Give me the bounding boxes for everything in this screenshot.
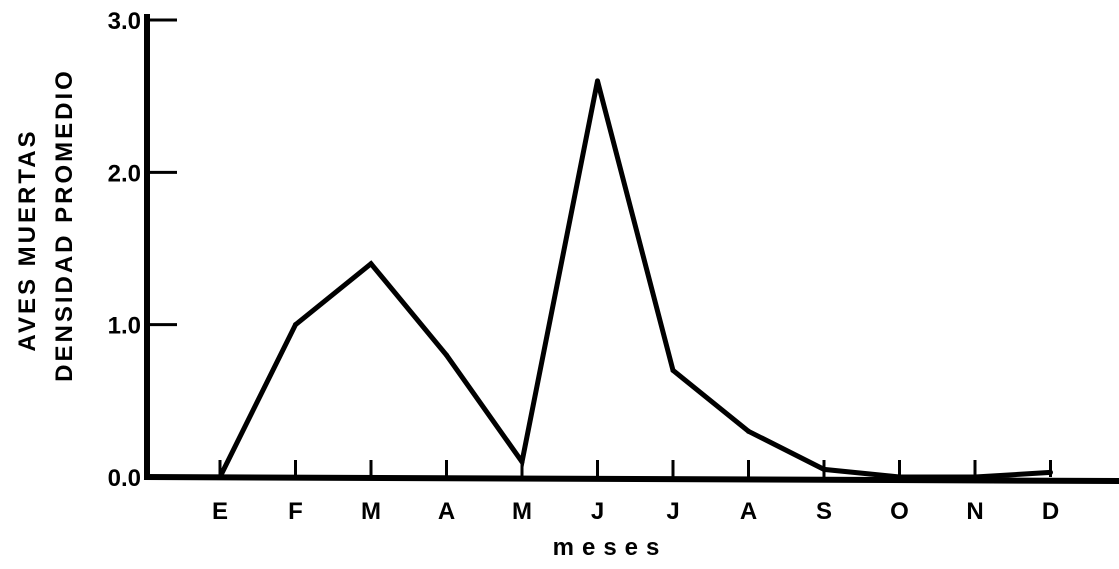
x-tick-label: J bbox=[591, 498, 604, 525]
x-tick-label: E bbox=[212, 498, 228, 525]
y-axis-ticks: 0.0 1.0 2.0 3.0 bbox=[108, 8, 177, 492]
x-tick-label: S bbox=[816, 498, 832, 525]
series-line bbox=[217, 80, 1051, 480]
data-point bbox=[746, 428, 751, 434]
data-point bbox=[519, 459, 525, 465]
x-tick-label: M bbox=[512, 498, 532, 525]
x-tick-label: O bbox=[890, 498, 909, 525]
data-point bbox=[444, 352, 449, 358]
x-axis-title: meses bbox=[553, 534, 668, 561]
x-axis-line bbox=[143, 474, 1119, 484]
y-tick-label: 3.0 bbox=[108, 8, 141, 35]
data-point bbox=[670, 367, 676, 373]
data-point bbox=[368, 261, 374, 267]
x-tick-label: A bbox=[438, 498, 455, 525]
x-tick-label: N bbox=[966, 498, 983, 525]
data-point bbox=[1048, 469, 1053, 475]
x-tick-label: A bbox=[740, 498, 757, 525]
data-point bbox=[595, 78, 600, 84]
y-tick-label: 1.0 bbox=[108, 313, 141, 340]
y-tick-label: 2.0 bbox=[108, 160, 141, 187]
x-tick-label: J bbox=[666, 498, 679, 525]
data-point bbox=[821, 466, 827, 472]
y-axis-title-line2: DENSIDAD PROMEDIO bbox=[51, 68, 78, 382]
x-tick-label: M bbox=[361, 498, 381, 525]
y-axis-title-line1: AVES MUERTAS bbox=[14, 128, 41, 351]
data-point bbox=[293, 322, 298, 328]
y-tick-label: 0.0 bbox=[108, 465, 141, 492]
x-tick-label: F bbox=[288, 498, 303, 525]
data-points bbox=[217, 78, 1053, 480]
x-tick-label: D bbox=[1042, 498, 1059, 525]
